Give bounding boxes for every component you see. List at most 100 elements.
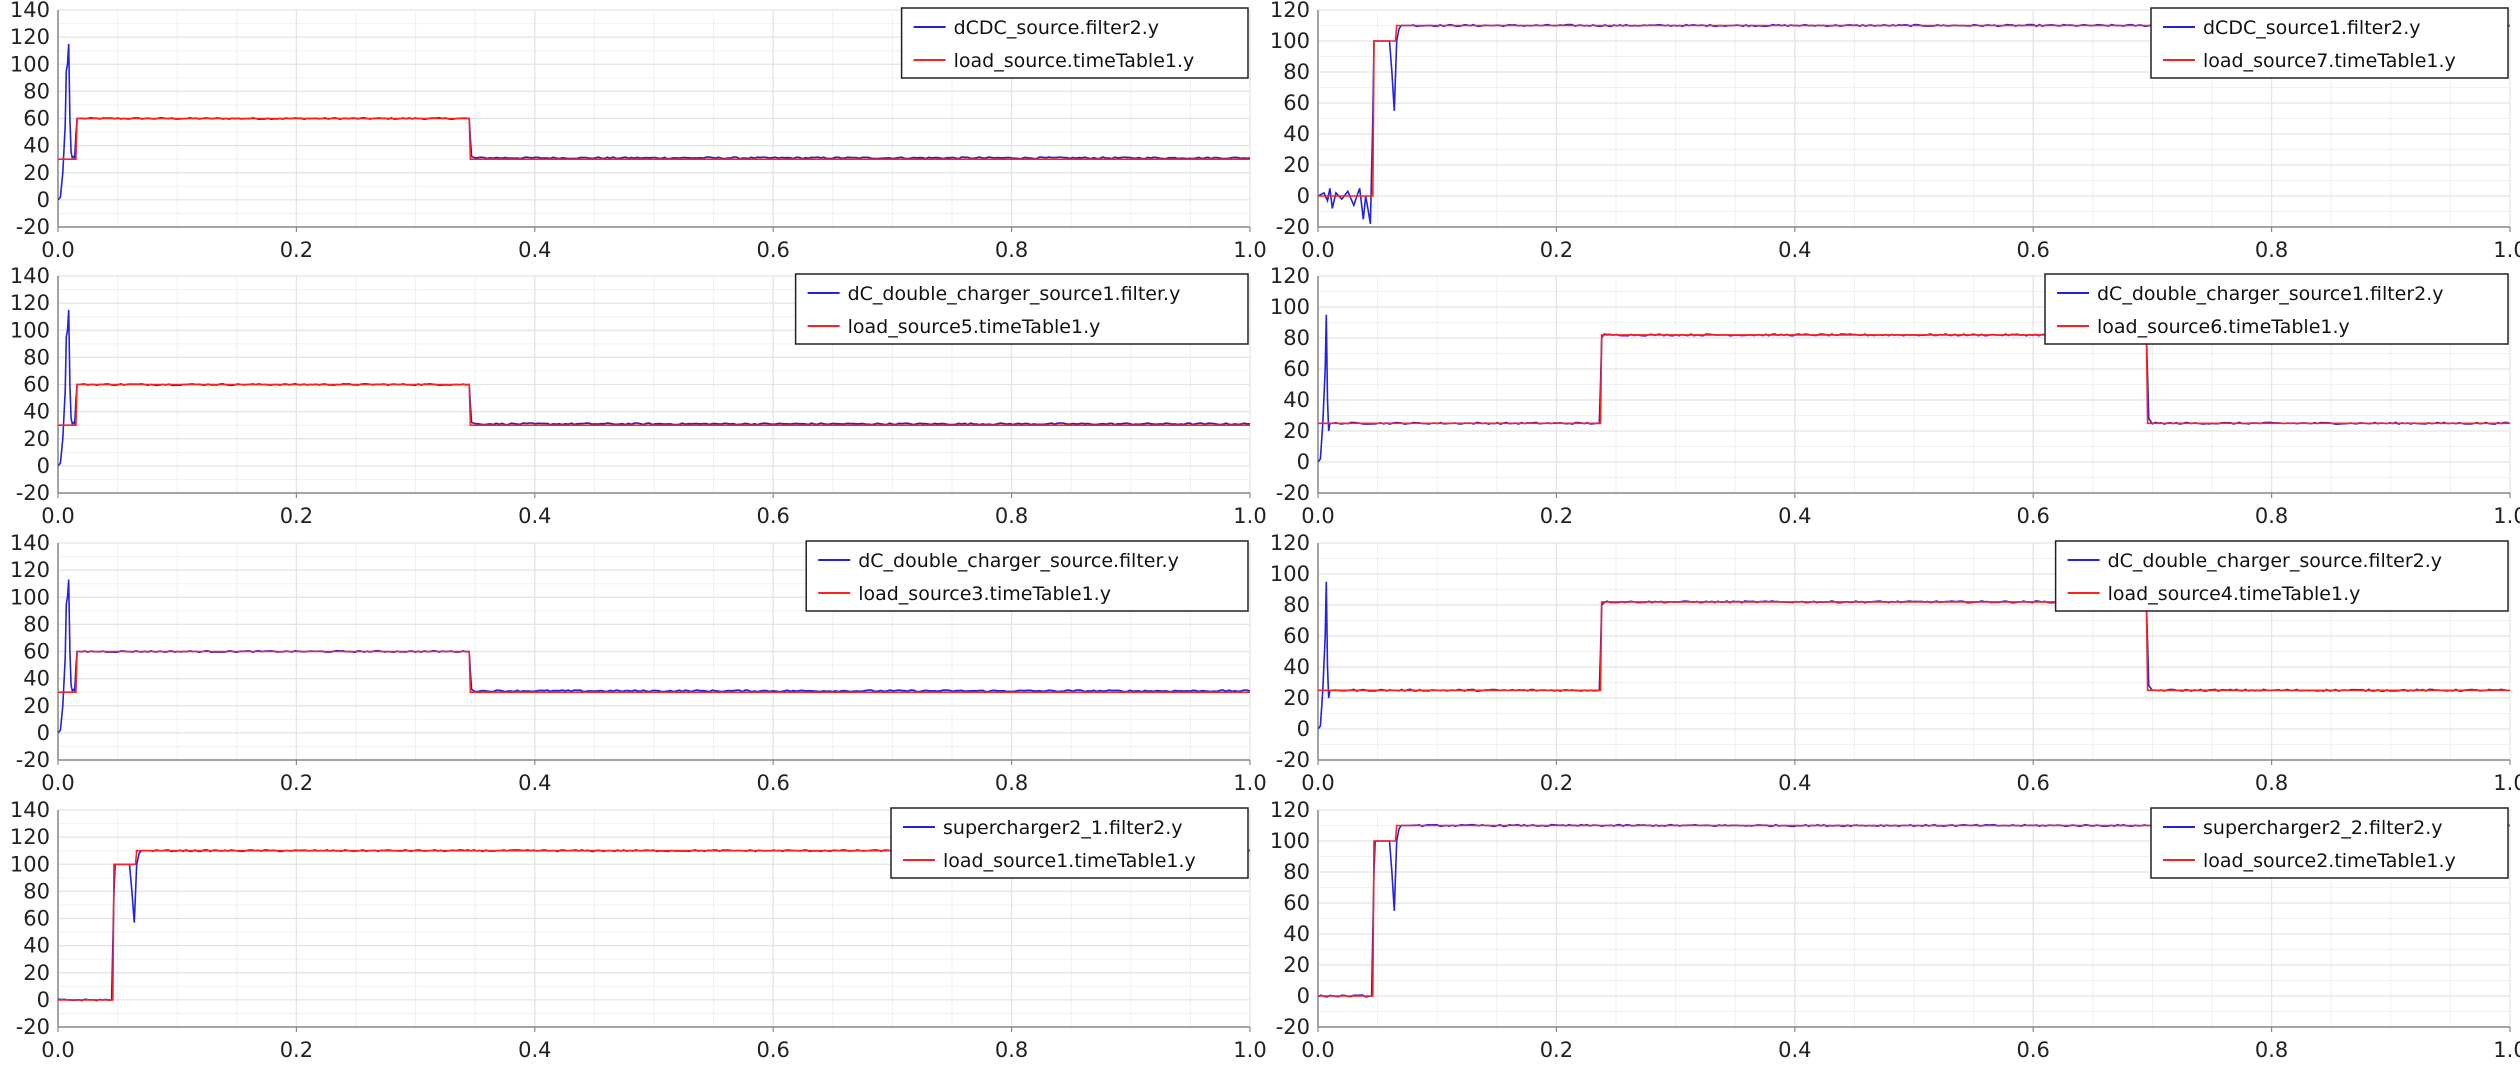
y-tick-label: 120 bbox=[1270, 531, 1310, 555]
x-tick-label: 1.0 bbox=[1233, 238, 1266, 262]
y-tick-label: 20 bbox=[1283, 153, 1310, 177]
legend-entry: load_source1.timeTable1.y bbox=[943, 850, 1196, 872]
y-tick-label: -20 bbox=[16, 748, 50, 772]
y-tick-label: 0 bbox=[37, 988, 50, 1012]
x-tick-label: 1.0 bbox=[2493, 1038, 2520, 1062]
y-tick-label: 120 bbox=[10, 291, 50, 315]
legend-entry: dC_double_charger_source.filter2.y bbox=[2108, 550, 2442, 572]
y-tick-label: 20 bbox=[23, 161, 50, 185]
legend-entry: load_source6.timeTable1.y bbox=[2097, 316, 2350, 338]
legend-box bbox=[2044, 273, 2509, 345]
y-tick-label: 20 bbox=[1283, 419, 1310, 443]
x-tick-label: 0.6 bbox=[756, 238, 789, 262]
x-tick-label: 0.0 bbox=[1301, 771, 1334, 795]
y-tick-label: 60 bbox=[23, 107, 50, 131]
y-tick-label: 0 bbox=[37, 188, 50, 212]
y-tick-label: 60 bbox=[23, 640, 50, 664]
series-line-red bbox=[1318, 824, 2510, 997]
x-tick-label: 0.0 bbox=[41, 504, 74, 528]
y-tick-label: 80 bbox=[23, 79, 50, 103]
legend-entry: load_source5.timeTable1.y bbox=[848, 316, 1101, 338]
x-tick-label: 0.0 bbox=[1301, 1038, 1334, 1062]
series-line-red bbox=[1318, 334, 2510, 425]
series-line-red bbox=[58, 849, 1250, 1001]
series-line-red bbox=[1318, 24, 2510, 197]
legend: dC_double_charger_source.filter2.y load_s… bbox=[2054, 540, 2509, 612]
y-tick-label: 20 bbox=[1283, 953, 1310, 977]
y-tick-label: 60 bbox=[1283, 91, 1310, 115]
legend-box bbox=[890, 807, 1249, 879]
y-tick-label: 80 bbox=[1283, 860, 1310, 884]
y-tick-label: 60 bbox=[1283, 624, 1310, 648]
x-tick-label: 0.8 bbox=[995, 504, 1028, 528]
y-tick-label: 100 bbox=[10, 852, 50, 876]
x-tick-label: 0.0 bbox=[1301, 238, 1334, 262]
y-tick-label: 80 bbox=[1283, 593, 1310, 617]
y-tick-label: 40 bbox=[23, 134, 50, 158]
legend-entry: supercharger2_2.filter2.y bbox=[2203, 817, 2443, 839]
legend-entry: supercharger2_1.filter2.y bbox=[943, 817, 1183, 839]
x-tick-label: 1.0 bbox=[2493, 238, 2520, 262]
x-tick-label: 0.0 bbox=[41, 238, 74, 262]
y-tick-label: -20 bbox=[1276, 481, 1310, 505]
chart-panel-4: -20 0 20 40 60 80 100 120 0.0 0.2 0.4 0.6 0.8 1.0 dC_d… bbox=[1270, 264, 2520, 528]
y-tick-label: 120 bbox=[1270, 0, 1310, 22]
x-tick-label: 0.8 bbox=[2255, 238, 2288, 262]
legend: dC_double_charger_source.filter.y load_so… bbox=[805, 540, 1249, 612]
x-tick-label: 0.6 bbox=[756, 771, 789, 795]
x-tick-label: 0.0 bbox=[41, 771, 74, 795]
y-tick-label: 100 bbox=[1270, 562, 1310, 586]
series-line-red bbox=[1318, 601, 2510, 692]
y-tick-label: 40 bbox=[1283, 122, 1310, 146]
chart-panel-2: -20 0 20 40 60 80 100 120 0.0 0.2 0.4 0.6 0.8 1.0 dCDC… bbox=[1270, 0, 2520, 262]
x-tick-label: 1.0 bbox=[1233, 1038, 1266, 1062]
legend-box bbox=[2150, 7, 2509, 79]
legend-box bbox=[805, 540, 1249, 612]
legend-box bbox=[794, 273, 1249, 345]
x-tick-label: 0.4 bbox=[518, 238, 551, 262]
legend: supercharger2_1.filter2.y load_source1.ti… bbox=[890, 807, 1249, 879]
y-tick-label: 140 bbox=[10, 0, 50, 22]
chart-panel-5: -20 0 20 40 60 80 100 120 140 0.0 0.2 0.4 0.6 0.8 1.0 d… bbox=[10, 531, 1267, 795]
legend: dCDC_source.filter2.y load_source.timeTab… bbox=[900, 7, 1249, 79]
y-tick-label: -20 bbox=[1276, 748, 1310, 772]
y-tick-label: 100 bbox=[10, 52, 50, 76]
x-tick-label: 0.8 bbox=[995, 1038, 1028, 1062]
y-tick-label: 100 bbox=[10, 318, 50, 342]
legend-entry: load_source.timeTable1.y bbox=[954, 50, 1195, 72]
x-tick-label: 0.4 bbox=[518, 771, 551, 795]
x-tick-label: 0.8 bbox=[2255, 771, 2288, 795]
y-tick-label: 60 bbox=[1283, 357, 1310, 381]
y-tick-label: 140 bbox=[10, 798, 50, 822]
y-tick-label: 60 bbox=[1283, 891, 1310, 915]
series-line-red bbox=[58, 383, 1250, 427]
x-tick-label: 0.4 bbox=[1778, 1038, 1811, 1062]
x-tick-label: 0.8 bbox=[995, 771, 1028, 795]
x-tick-label: 0.4 bbox=[1778, 504, 1811, 528]
y-tick-label: 120 bbox=[1270, 798, 1310, 822]
legend-box bbox=[2150, 807, 2509, 879]
legend-entry: dC_double_charger_source1.filter.y bbox=[848, 283, 1181, 305]
y-tick-label: 80 bbox=[1283, 60, 1310, 84]
x-tick-label: 0.4 bbox=[1778, 238, 1811, 262]
y-tick-label: -20 bbox=[1276, 1015, 1310, 1039]
x-tick-label: 0.4 bbox=[1778, 771, 1811, 795]
legend: dCDC_source1.filter2.y load_source7.timeT… bbox=[2150, 7, 2509, 79]
x-tick-label: 0.0 bbox=[1301, 504, 1334, 528]
legend-box bbox=[900, 7, 1249, 79]
legend-entry: load_source2.timeTable1.y bbox=[2203, 850, 2456, 872]
y-tick-label: 100 bbox=[1270, 295, 1310, 319]
x-tick-label: 0.2 bbox=[1540, 504, 1573, 528]
y-tick-label: 100 bbox=[10, 585, 50, 609]
y-tick-label: 0 bbox=[1297, 717, 1310, 741]
chart-panel-1: -20 0 20 40 60 80 100 120 140 0.0 0.2 0.4 0.6 0.8 1.0 d… bbox=[10, 0, 1267, 262]
x-tick-label: 0.2 bbox=[280, 238, 313, 262]
x-tick-label: 0.8 bbox=[2255, 504, 2288, 528]
y-tick-label: 0 bbox=[1297, 450, 1310, 474]
x-tick-label: 0.2 bbox=[280, 504, 313, 528]
legend-entry: dCDC_source1.filter2.y bbox=[2203, 17, 2421, 39]
series-line-red bbox=[58, 117, 1250, 160]
x-tick-label: 0.8 bbox=[995, 238, 1028, 262]
legend-entry: dC_double_charger_source.filter.y bbox=[858, 550, 1179, 572]
